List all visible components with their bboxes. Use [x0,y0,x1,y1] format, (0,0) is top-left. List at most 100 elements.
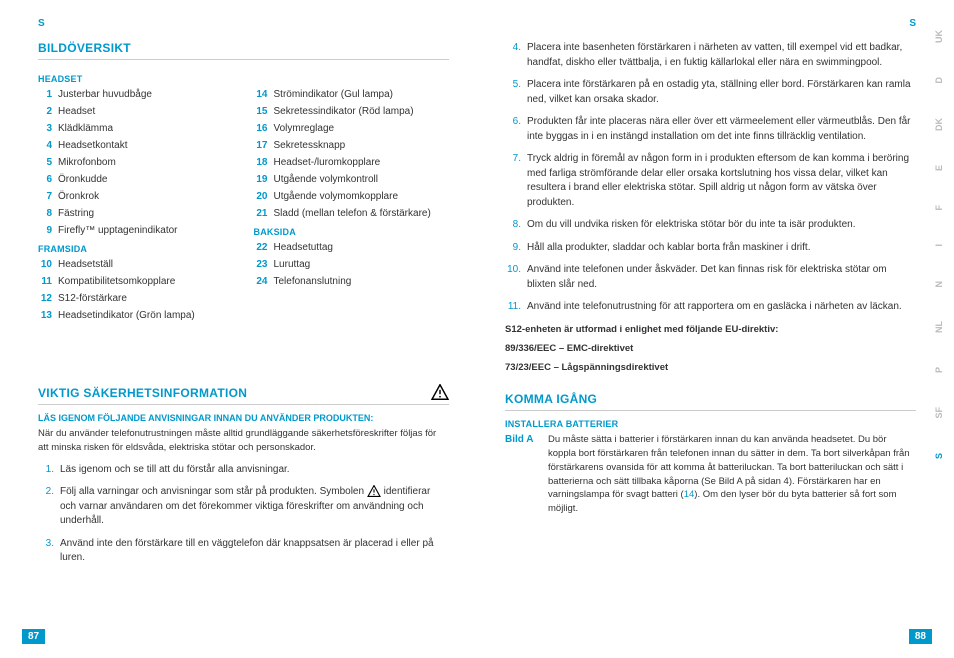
list-item: 9Firefly™ upptagenindikator [38,224,234,238]
right-safety-list: 4.Placera inte basenheten förstärkaren i… [505,41,916,315]
item-number: 6. [505,115,521,144]
item-number: 11 [38,275,52,289]
item-number: 3 [38,122,52,136]
item-number: 2 [38,105,52,119]
item-number: 10. [505,263,521,292]
item-number: 23 [254,258,268,272]
numbered-item: 3.Använd inte den förstärkare till en vä… [38,537,449,566]
viktig-list: 1. Läs igenom och se till att du förstår … [38,463,449,566]
lang-tab-p[interactable]: P [934,367,944,373]
framsida-list: 10Headsetställ11Kompatibilitetsomkopplar… [38,258,234,323]
item-number: 14 [254,88,268,102]
list-item: 5Mikrofonbom [38,156,234,170]
item-number: 19 [254,173,268,187]
directive-line1: S12-enheten är utformad i enlighet med f… [505,323,916,336]
item-text: Klädklämma [58,122,234,136]
page-right: S 4.Placera inte basenheten förstärkaren… [477,0,954,658]
item-text: Håll alla produkter, sladdar och kablar … [527,241,916,256]
item-number: 4. [505,41,521,70]
komma-title: KOMMA IGÅNG [505,392,916,411]
viktig-title: VIKTIG SÄKERHETSINFORMATION [38,386,247,400]
item-text: Sladd (mellan telefon & förstärkare) [274,207,450,221]
highlighted-number: 14 [684,489,695,500]
lang-tab-nl[interactable]: NL [934,321,944,333]
page-number-left: 87 [22,629,45,644]
list-item: 19 Utgående volymkontroll [254,173,450,187]
item-text: Headsetuttag [274,241,450,255]
list-item: 10Headsetställ [38,258,234,272]
item-number: 7. [505,152,521,210]
lang-tab-sf[interactable]: SF [934,407,944,419]
item-text: Headsetkontakt [58,139,234,153]
item-text: S12-förstärkare [58,292,234,306]
item-text: Strömindikator (Gul lampa) [274,88,450,102]
bild-a-label: Bild A [505,433,540,516]
list-item: 14 Strömindikator (Gul lampa) [254,88,450,102]
item-number: 6 [38,173,52,187]
numbered-item: 5.Placera inte förstärkaren på en ostadi… [505,78,916,107]
item-number: 2. [38,485,54,529]
col-left: HEADSET 1Justerbar huvudbåge2Headset3Klä… [38,68,234,326]
item-number: 5. [505,78,521,107]
item-text: Utgående volymomkopplare [274,190,450,204]
item-text: Placera inte förstärkaren på en ostadig … [527,78,916,107]
header-marker-right: S [505,18,916,29]
item-number: 1. [38,463,54,478]
list-item: 6Öronkudde [38,173,234,187]
baksida-list: 22Headsetuttag23Luruttag24Telefonanslutn… [254,241,450,289]
list-item: 23Luruttag [254,258,450,272]
item-text: Använd inte telefonutrustning för att ra… [527,300,916,315]
list-item: 8Fästring [38,207,234,221]
numbered-item: 4.Placera inte basenheten förstärkaren i… [505,41,916,70]
lang-tab-n[interactable]: N [934,281,944,288]
item-number: 7 [38,190,52,204]
item-text: Placera inte basenheten förstärkaren i n… [527,41,916,70]
lang-tab-uk[interactable]: UK [934,30,944,43]
item-text: Firefly™ upptagenindikator [58,224,234,238]
bildoversikt-title: BILDÖVERSIKT [38,41,449,60]
list-item: 7Öronkrok [38,190,234,204]
item-number: 3. [38,537,54,566]
list-item: 4 Headsetkontakt [38,139,234,153]
item-text: Telefonanslutning [274,275,450,289]
item-number: 4 [38,139,52,153]
list-item: 15Sekretessindikator (Röd lampa) [254,105,450,119]
numbered-item: 1. Läs igenom och se till att du förstår … [38,463,449,478]
item-text: Fästring [58,207,234,221]
lang-tab-i[interactable]: I [934,244,944,247]
item-text: Sekretessknapp [274,139,450,153]
lang-tab-f[interactable]: F [934,205,944,211]
list-item: 16Volymreglage [254,122,450,136]
komma-sub: INSTALLERA BATTERIER [505,419,916,429]
item-number: 15 [254,105,268,119]
list-item: 13Headsetindikator (Grön lampa) [38,309,234,323]
item-number: 21 [254,207,268,221]
item-number: 22 [254,241,268,255]
item-number: 12 [38,292,52,306]
item-text: Tryck aldrig in föremål av någon form in… [527,152,916,210]
item-text: Läs igenom och se till att du förstår al… [60,463,449,478]
item-text: Headset-/luromkopplare [274,156,450,170]
warning-icon [431,384,449,400]
viktig-body: När du använder telefonutrustningen måst… [38,427,449,455]
item-text: Headsetindikator (Grön lampa) [58,309,234,323]
lang-tab-e[interactable]: E [934,165,944,171]
item-text: Utgående volymkontroll [274,173,450,187]
numbered-item: 6.Produkten får inte placeras nära eller… [505,115,916,144]
item-text: Volymreglage [274,122,450,136]
list-item: 21 Sladd (mellan telefon & förstärkare) [254,207,450,221]
numbered-item: 7.Tryck aldrig in föremål av någon form … [505,152,916,210]
list-item: 3 Klädklämma [38,122,234,136]
directive-line2: 89/336/EEC – EMC-direktivet [505,342,916,355]
item-text: Mikrofonbom [58,156,234,170]
warning-icon [367,485,381,497]
numbered-item: 2.Följ alla varningar och anvisningar so… [38,485,449,529]
baksida-heading: BAKSIDA [254,227,450,237]
lang-tab-d[interactable]: D [934,77,944,84]
lang-tab-s[interactable]: S [934,453,944,459]
lang-tab-dk[interactable]: DK [934,118,944,131]
framsida-heading: FRAMSIDA [38,244,234,254]
item-number: 8. [505,218,521,233]
numbered-item: 11.Använd inte telefonutrustning för att… [505,300,916,315]
headset-list: 1Justerbar huvudbåge2Headset3Klädklämma4… [38,88,234,238]
